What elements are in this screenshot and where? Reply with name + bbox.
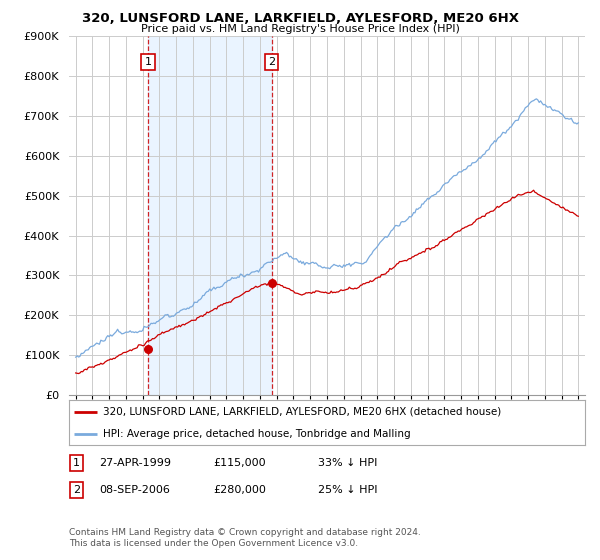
Text: Contains HM Land Registry data © Crown copyright and database right 2024.
This d: Contains HM Land Registry data © Crown c…: [69, 528, 421, 548]
Text: 25% ↓ HPI: 25% ↓ HPI: [318, 485, 377, 495]
Text: 2: 2: [73, 485, 80, 495]
Text: 1: 1: [73, 458, 80, 468]
Point: [143, 344, 153, 353]
Text: 320, LUNSFORD LANE, LARKFIELD, AYLESFORD, ME20 6HX: 320, LUNSFORD LANE, LARKFIELD, AYLESFORD…: [82, 12, 518, 25]
Text: £280,000: £280,000: [213, 485, 266, 495]
Text: 2: 2: [268, 57, 275, 67]
Text: 33% ↓ HPI: 33% ↓ HPI: [318, 458, 377, 468]
Bar: [148, 36, 272, 395]
Text: HPI: Average price, detached house, Tonbridge and Malling: HPI: Average price, detached house, Tonb…: [103, 429, 410, 439]
Text: 27-APR-1999: 27-APR-1999: [99, 458, 171, 468]
Point: [267, 279, 277, 288]
Text: 1: 1: [145, 57, 152, 67]
Text: £115,000: £115,000: [213, 458, 266, 468]
Text: 320, LUNSFORD LANE, LARKFIELD, AYLESFORD, ME20 6HX (detached house): 320, LUNSFORD LANE, LARKFIELD, AYLESFORD…: [103, 407, 501, 417]
Text: 08-SEP-2006: 08-SEP-2006: [99, 485, 170, 495]
Text: Price paid vs. HM Land Registry's House Price Index (HPI): Price paid vs. HM Land Registry's House …: [140, 24, 460, 34]
